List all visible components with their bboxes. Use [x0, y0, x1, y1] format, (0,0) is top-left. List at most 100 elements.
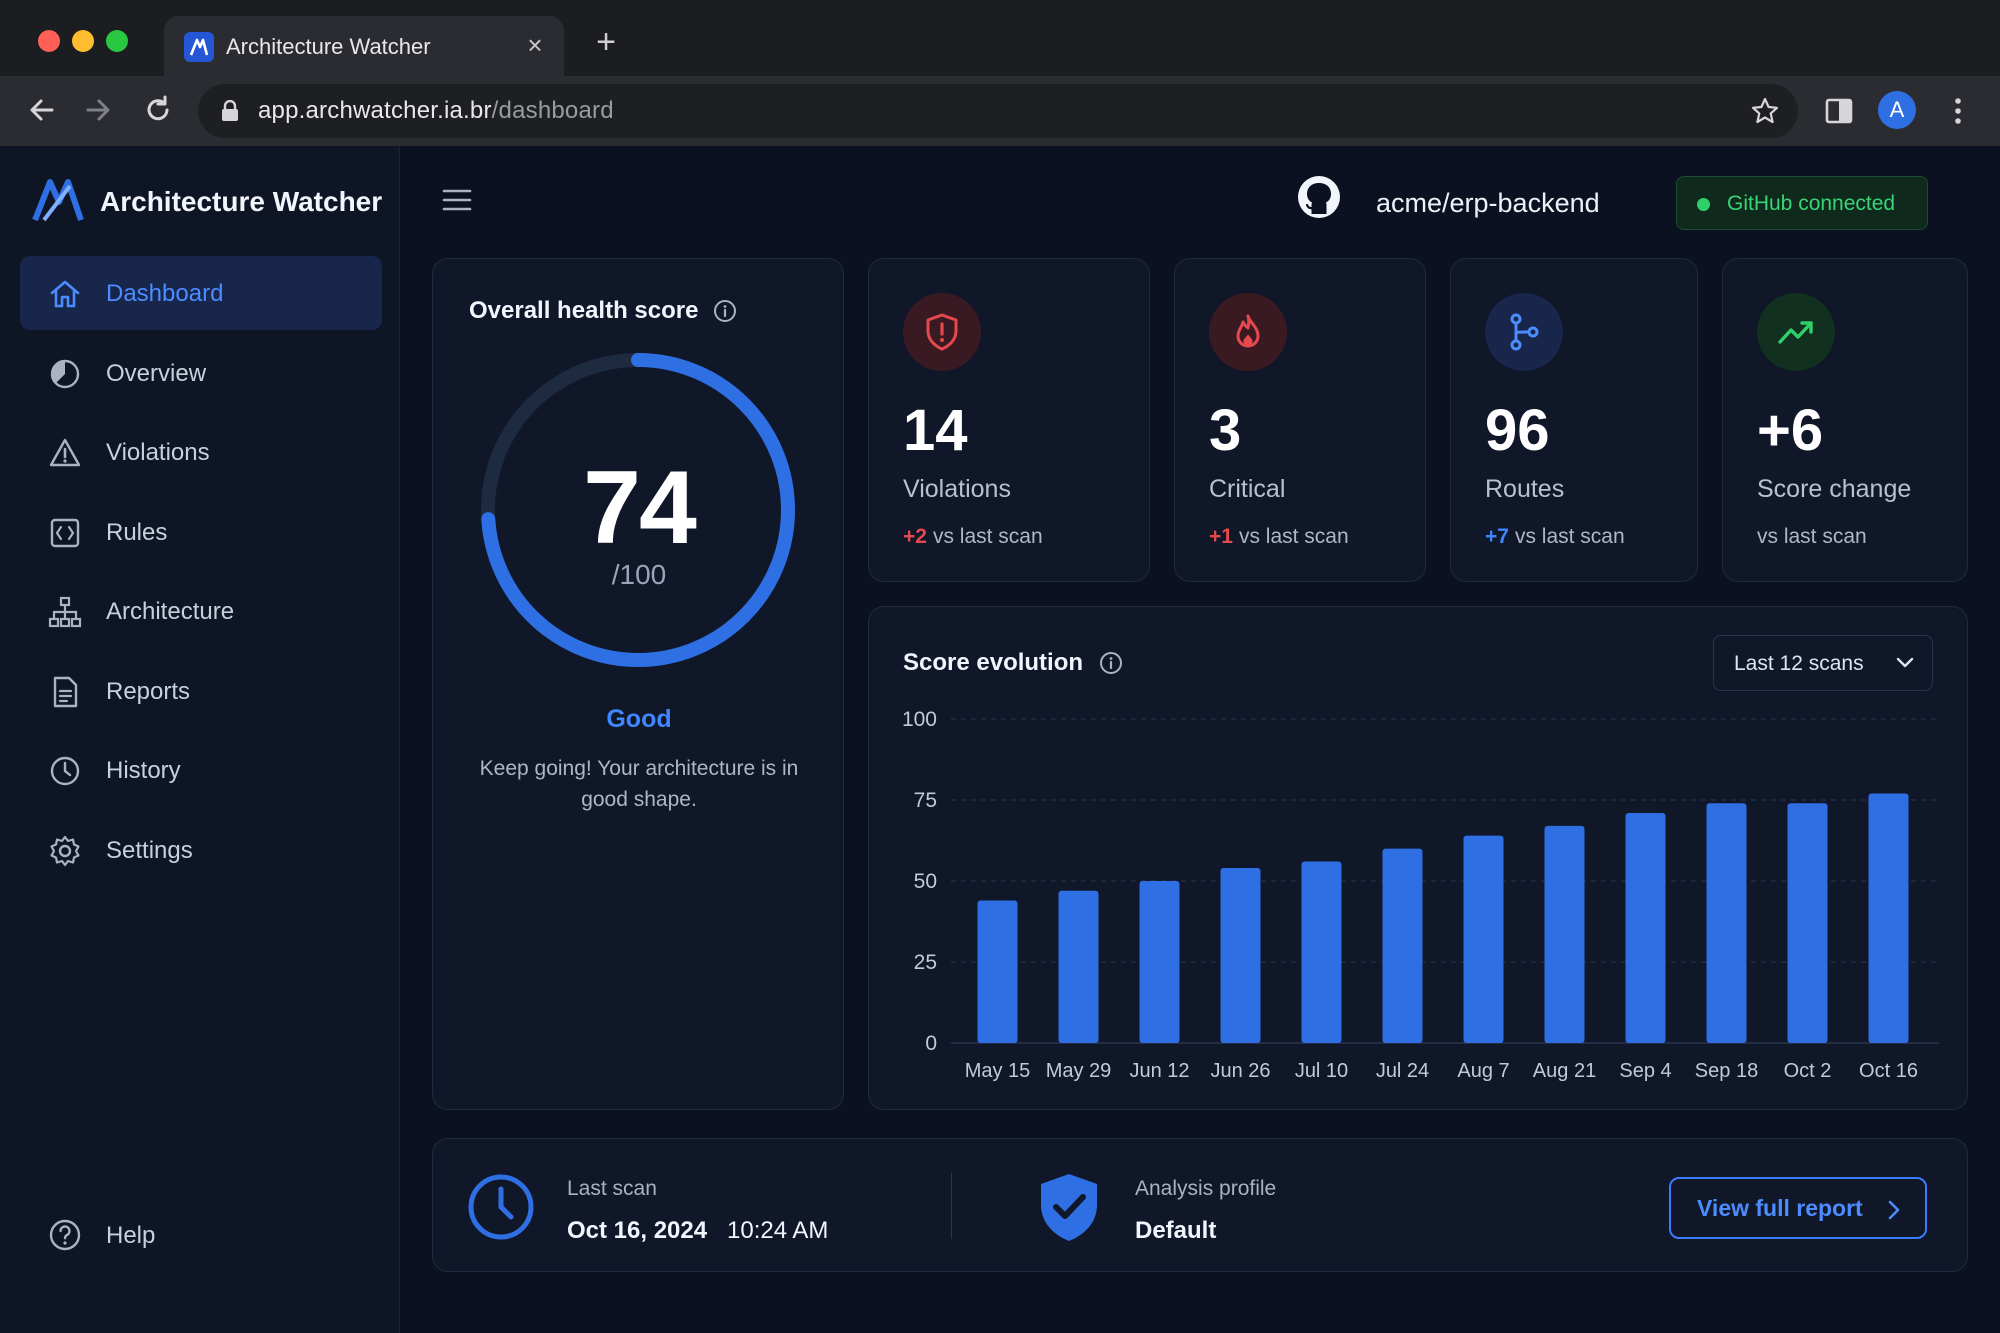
gear-icon [50, 835, 80, 866]
sidebar-item-rules[interactable]: Rules [20, 495, 382, 569]
url-text: app.archwatcher.ia.br/dashboard [258, 97, 614, 125]
sidebar-item-overview[interactable]: Overview [20, 336, 382, 410]
scan-range-select[interactable]: Last 12 scans [1713, 635, 1933, 691]
rules-icon [50, 518, 80, 547]
score-evolution-chart: 0 25 50 75 100 May 15 May 29 Jun 12 Jun 26 Jul 10… [902, 708, 1939, 1082]
hamburger-menu-icon[interactable] [442, 188, 472, 212]
score-bar[interactable] [977, 900, 1018, 1043]
x-tick-label: May 15 [965, 1060, 1031, 1082]
analysis-profile-value: Default [1135, 1217, 1217, 1244]
last-scan-label: Last scan [567, 1177, 657, 1200]
score-bar[interactable] [1706, 803, 1747, 1043]
x-tick-label: Aug 7 [1457, 1060, 1509, 1082]
profile-avatar[interactable]: A [1878, 91, 1916, 129]
maximize-window-button[interactable] [106, 30, 128, 52]
x-tick-label: Jul 24 [1376, 1060, 1429, 1082]
chevron-right-icon [1888, 1200, 1900, 1220]
status-dot [1697, 198, 1710, 211]
info-icon[interactable] [713, 299, 737, 323]
new-tab-button[interactable]: + [596, 23, 616, 61]
view-full-report-label: View full report [1697, 1195, 1863, 1221]
stat-delta-suffix: vs last scan [932, 525, 1043, 548]
y-tick-label: 50 [914, 870, 937, 893]
stat-label: Routes [1485, 475, 1565, 503]
score-evolution-card: 0 25 50 75 100 May 15 May 29 Jun 12 Jun 26 Jul 10… [868, 606, 1968, 1110]
side-panel-button[interactable] [1820, 92, 1858, 130]
sidebar-item-settings[interactable]: Settings [20, 813, 382, 887]
stat-delta-value: +7 [1485, 525, 1509, 548]
sidebar-item-label: Settings [106, 836, 193, 864]
stat-delta-suffix: vs last scan [1514, 525, 1625, 548]
stat-card-critical[interactable]: 3 Critical +1 vs last scan [1174, 258, 1426, 582]
score-bar[interactable] [1787, 803, 1828, 1043]
address-bar[interactable]: app.archwatcher.ia.br/dashboard [198, 84, 1798, 138]
sidebar-nav: Dashboard Overview Violations Rules Arch… [20, 256, 382, 892]
score-bar[interactable] [1544, 825, 1585, 1043]
stat-value: +6 [1757, 398, 1824, 463]
scan-range-value: Last 12 scans [1734, 652, 1864, 675]
stat-card-violations[interactable]: 14 Violations +2 vs last scan [868, 258, 1150, 582]
minimize-window-button[interactable] [72, 30, 94, 52]
score-bar[interactable] [1382, 848, 1423, 1043]
info-icon[interactable] [1099, 651, 1123, 675]
back-button[interactable] [22, 90, 62, 130]
last-scan-time: 10:24 AM [727, 1217, 829, 1244]
sidebar-item-label: History [106, 757, 181, 784]
github-status-badge: GitHub connected [1676, 176, 1928, 230]
health-score-title: Overall health score [469, 297, 699, 324]
health-status-label: Good [606, 705, 672, 733]
reload-icon [147, 95, 169, 121]
url-host: app.archwatcher.ia.br [258, 97, 492, 124]
score-bar[interactable] [1463, 835, 1504, 1043]
sidebar-item-history[interactable]: History [20, 733, 382, 807]
x-tick-label: Aug 21 [1533, 1060, 1596, 1082]
stat-delta: +1 vs last scan [1209, 525, 1349, 549]
close-window-button[interactable] [38, 30, 60, 52]
help-label: Help [106, 1222, 156, 1249]
sidebar-item-architecture[interactable]: Architecture [20, 574, 382, 648]
score-bar[interactable] [1625, 812, 1666, 1043]
view-full-report-button[interactable]: View full report [1669, 1177, 1927, 1239]
sidebar-item-label: Dashboard [106, 280, 224, 307]
sidebar-item-help[interactable]: Help [20, 1198, 382, 1272]
sidebar-item-violations[interactable]: Violations [20, 415, 382, 489]
warning-triangle-icon [49, 438, 81, 467]
browser-tab[interactable]: Architecture Watcher × [164, 16, 564, 76]
stat-card-routes[interactable]: 96 Routes +7 vs last scan [1450, 258, 1698, 582]
x-tick-label: Jun 26 [1210, 1060, 1270, 1082]
tab-close-icon[interactable]: × [527, 30, 543, 60]
sidebar-item-label: Rules [106, 518, 168, 546]
stat-delta-value: +2 [903, 525, 927, 548]
browser-menu-button[interactable] [1946, 92, 1970, 130]
stat-value: 96 [1485, 398, 1550, 463]
reload-button[interactable] [138, 90, 178, 130]
stat-card-score-change[interactable]: +6 Score change vs last scan [1722, 258, 1968, 582]
score-bar[interactable] [1868, 793, 1909, 1043]
sidebar-item-dashboard[interactable]: Dashboard [20, 256, 382, 330]
stat-delta-suffix: vs last scan [1238, 525, 1349, 548]
sidebar-item-reports[interactable]: Reports [20, 654, 382, 728]
github-status-text: GitHub connected [1727, 192, 1896, 215]
forward-button[interactable] [78, 90, 118, 130]
score-bar[interactable] [1139, 881, 1180, 1043]
repo-name[interactable]: acme/erp-backend [1376, 188, 1600, 218]
x-tick-label: May 29 [1046, 1060, 1112, 1082]
stat-delta: +2 vs last scan [903, 525, 1043, 549]
x-tick-label: Jun 12 [1129, 1060, 1189, 1082]
sidebar-item-label: Violations [106, 439, 210, 466]
score-bar[interactable] [1301, 861, 1342, 1043]
stat-label: Critical [1209, 475, 1286, 503]
github-icon [1298, 176, 1340, 218]
y-tick-label: 0 [925, 1032, 937, 1055]
flame-icon [1209, 293, 1287, 371]
health-gauge [481, 353, 795, 667]
score-bar[interactable] [1058, 890, 1099, 1043]
branch-icon [1485, 293, 1563, 371]
url-path: /dashboard [491, 97, 614, 124]
bookmark-star-icon[interactable] [1750, 96, 1780, 126]
tab-title: Architecture Watcher [226, 34, 431, 59]
clock-icon [50, 756, 80, 786]
score-bar[interactable] [1220, 868, 1261, 1043]
sidebar: Architecture Watcher Dashboard Overview … [0, 146, 400, 1333]
